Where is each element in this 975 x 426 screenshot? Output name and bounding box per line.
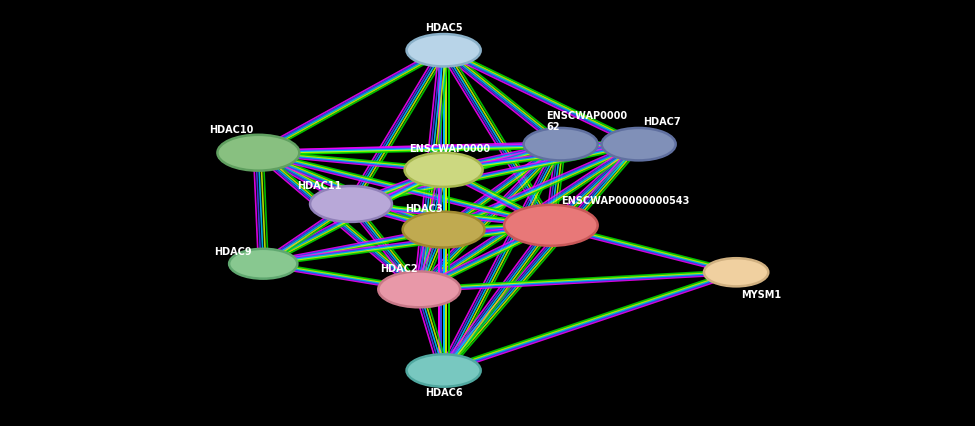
Text: HDAC10: HDAC10 [210,125,254,135]
Text: HDAC6: HDAC6 [425,387,462,397]
Text: MYSM1: MYSM1 [741,289,781,299]
Text: HDAC3: HDAC3 [405,204,443,214]
Text: ENSCWAP0000: ENSCWAP0000 [410,143,490,153]
Circle shape [407,354,481,387]
Circle shape [403,212,485,248]
Circle shape [405,153,483,187]
Text: HDAC11: HDAC11 [297,180,342,190]
Text: HDAC5: HDAC5 [425,23,462,33]
Text: HDAC9: HDAC9 [214,246,253,256]
Text: HDAC2: HDAC2 [380,263,418,273]
Circle shape [524,129,598,161]
Circle shape [378,272,460,308]
Text: ENSCWAP00000000543: ENSCWAP00000000543 [561,195,689,205]
Circle shape [229,249,297,279]
Circle shape [704,259,768,287]
Text: HDAC7: HDAC7 [644,116,682,127]
Circle shape [407,35,481,67]
Text: ENSCWAP0000
62: ENSCWAP0000 62 [546,111,627,132]
Circle shape [217,135,299,171]
Circle shape [504,205,598,246]
Circle shape [310,187,392,222]
Circle shape [602,129,676,161]
